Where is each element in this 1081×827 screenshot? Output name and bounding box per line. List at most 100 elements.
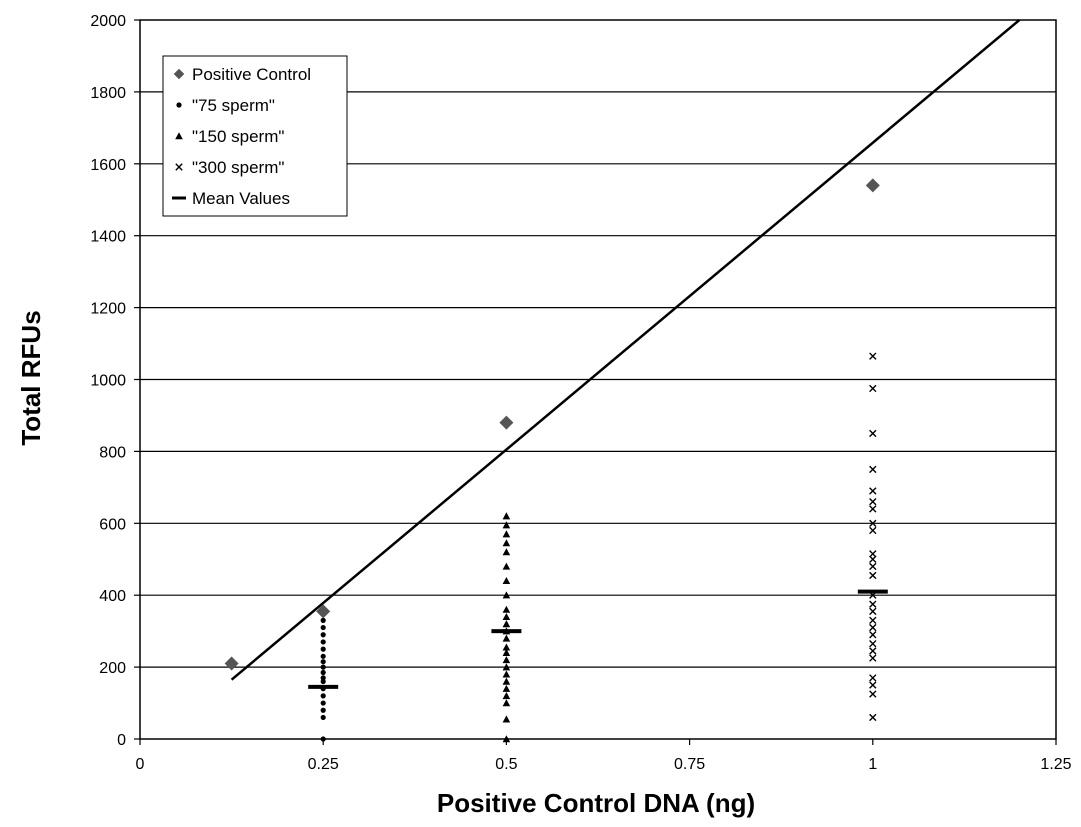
data-point-diamond	[224, 656, 239, 671]
legend-box	[162, 55, 348, 217]
data-point-circle	[320, 700, 326, 706]
y-tick-label: 1200	[90, 301, 126, 318]
data-point-dash	[308, 684, 339, 689]
data-point-triangle	[502, 684, 511, 692]
data-point-triangle	[502, 677, 511, 685]
data-point-triangle	[502, 530, 511, 538]
data-point-x	[869, 654, 877, 662]
data-point-x	[869, 631, 877, 639]
data-point-x	[869, 526, 877, 535]
data-point-x	[869, 498, 877, 506]
y-tick-label: 400	[99, 588, 126, 605]
data-point-triangle	[502, 539, 511, 547]
data-point-circle	[320, 664, 326, 670]
data-point-triangle	[502, 548, 511, 556]
data-point-triangle	[502, 612, 511, 620]
data-point-triangle	[502, 663, 511, 671]
trendline	[230, 19, 1021, 681]
legend-entry-label: "300 sperm"	[192, 158, 284, 177]
data-point-x	[869, 352, 877, 360]
y-tick-label: 0	[117, 732, 126, 749]
data-point-dash	[491, 629, 522, 634]
data-point-triangle	[502, 512, 511, 520]
data-point-circle	[320, 669, 326, 676]
data-point-triangle	[502, 648, 511, 656]
data-point-circle	[320, 639, 326, 645]
data-point-circle	[320, 653, 326, 659]
data-point-diamond	[865, 178, 880, 193]
data-point-triangle	[502, 577, 511, 585]
data-point-x	[869, 647, 877, 655]
data-point-triangle	[502, 670, 511, 678]
y-tick-label: 800	[99, 444, 126, 461]
legend-entry-label: "75 sperm"	[192, 96, 275, 115]
x-axis-title: Positive Control DNA (ng)	[437, 788, 755, 818]
data-point-x	[869, 562, 877, 571]
grid-lines	[140, 91, 1056, 668]
data-point-circle	[320, 632, 326, 638]
legend-entry-label: "150 sperm"	[192, 127, 284, 146]
data-point-x	[869, 384, 877, 393]
data-point-x	[869, 519, 877, 527]
data-point-triangle	[502, 699, 511, 707]
data-point-x	[869, 640, 877, 648]
x-tick-label: 0.25	[308, 756, 339, 773]
data-point-x	[869, 429, 877, 438]
data-point-triangle	[502, 634, 511, 642]
data-point-circle	[320, 736, 326, 742]
data-point-circle	[320, 678, 326, 685]
data-point-triangle	[502, 605, 511, 613]
y-axis-title: Total RFUs	[16, 310, 46, 445]
data-point-x	[869, 555, 877, 563]
data-point-x	[869, 571, 877, 580]
legend: Positive Control "75 sperm" "150 sperm" "30…	[162, 55, 348, 217]
x-tick-label: 0.5	[495, 756, 517, 773]
data-point-circle	[320, 624, 326, 631]
y-tick-label: 1600	[90, 157, 126, 174]
data-point-x	[869, 674, 877, 682]
data-point-dash	[857, 589, 888, 594]
legend-swatch	[173, 68, 185, 80]
y-tick-label: 1400	[90, 229, 126, 246]
data-point-x	[869, 616, 877, 625]
data-point-circle	[320, 675, 326, 681]
data-point-x	[869, 505, 877, 513]
y-tick-label: 600	[99, 516, 126, 533]
data-point-x	[869, 465, 877, 474]
legend-swatch	[172, 196, 186, 200]
data-points-layer	[224, 178, 888, 743]
data-point-x	[869, 487, 877, 495]
data-point-triangle	[502, 591, 511, 599]
data-point-x	[869, 690, 877, 698]
legend-entry-label: Mean Values	[192, 189, 290, 208]
x-tick-label: 0	[136, 756, 145, 773]
trendline-layer	[230, 19, 1021, 681]
legend-swatch	[175, 163, 183, 171]
data-point-diamond	[316, 604, 331, 619]
y-tick-label: 1800	[90, 85, 126, 102]
legend-swatch	[176, 102, 182, 108]
data-point-triangle	[502, 692, 511, 700]
data-point-circle	[320, 707, 326, 713]
legend-swatch	[175, 132, 183, 140]
data-point-circle	[320, 714, 326, 721]
data-point-triangle	[502, 620, 511, 628]
data-point-diamond	[499, 415, 514, 430]
data-point-triangle	[502, 643, 511, 651]
data-point-x	[869, 681, 877, 689]
x-tick-label: 0.75	[674, 756, 705, 773]
x-tick-label: 1.25	[1040, 756, 1071, 773]
data-point-x	[869, 550, 877, 558]
x-tick-label: 1	[868, 756, 877, 773]
data-point-circle	[320, 646, 326, 652]
data-point-circle	[320, 659, 326, 665]
y-tick-label: 2000	[90, 13, 126, 30]
data-point-circle	[320, 693, 326, 699]
data-point-x	[869, 713, 877, 722]
data-point-triangle	[502, 521, 511, 529]
data-point-x	[869, 607, 877, 616]
y-tick-label: 1000	[90, 373, 126, 390]
y-tick-label: 200	[99, 660, 126, 677]
data-point-triangle	[502, 656, 511, 664]
